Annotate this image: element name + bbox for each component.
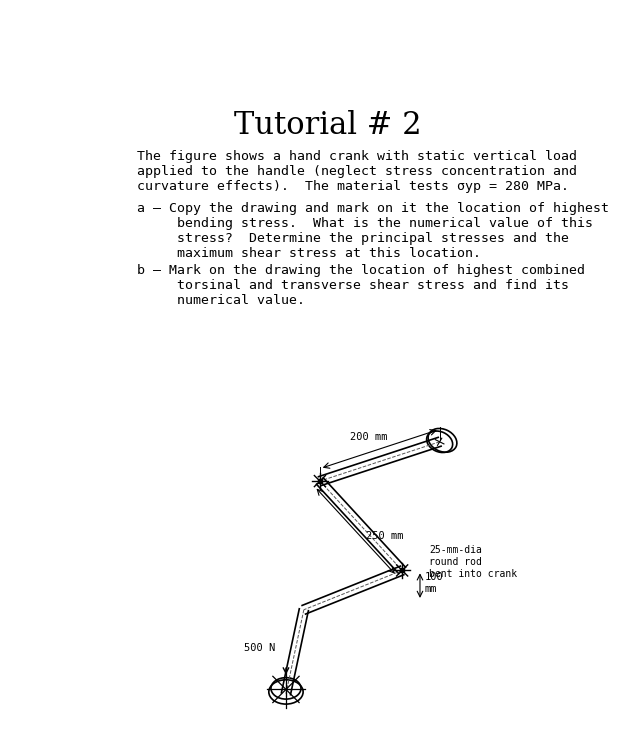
Text: Tutorial # 2: Tutorial # 2 xyxy=(234,110,422,141)
Text: 25-mm-dia
round rod
bent into crank: 25-mm-dia round rod bent into crank xyxy=(429,545,517,579)
Text: 100
mm: 100 mm xyxy=(424,572,443,594)
Text: The figure shows a hand crank with static vertical load
applied to the handle (n: The figure shows a hand crank with stati… xyxy=(137,150,577,193)
Text: 500 N: 500 N xyxy=(244,643,275,653)
Text: 200 mm: 200 mm xyxy=(350,432,388,442)
Text: a – Copy the drawing and mark on it the location of highest
     bending stress.: a – Copy the drawing and mark on it the … xyxy=(137,202,609,260)
Text: b – Mark on the drawing the location of highest combined
     torsinal and trans: b – Mark on the drawing the location of … xyxy=(137,264,585,307)
Text: 250 mm: 250 mm xyxy=(366,531,404,541)
